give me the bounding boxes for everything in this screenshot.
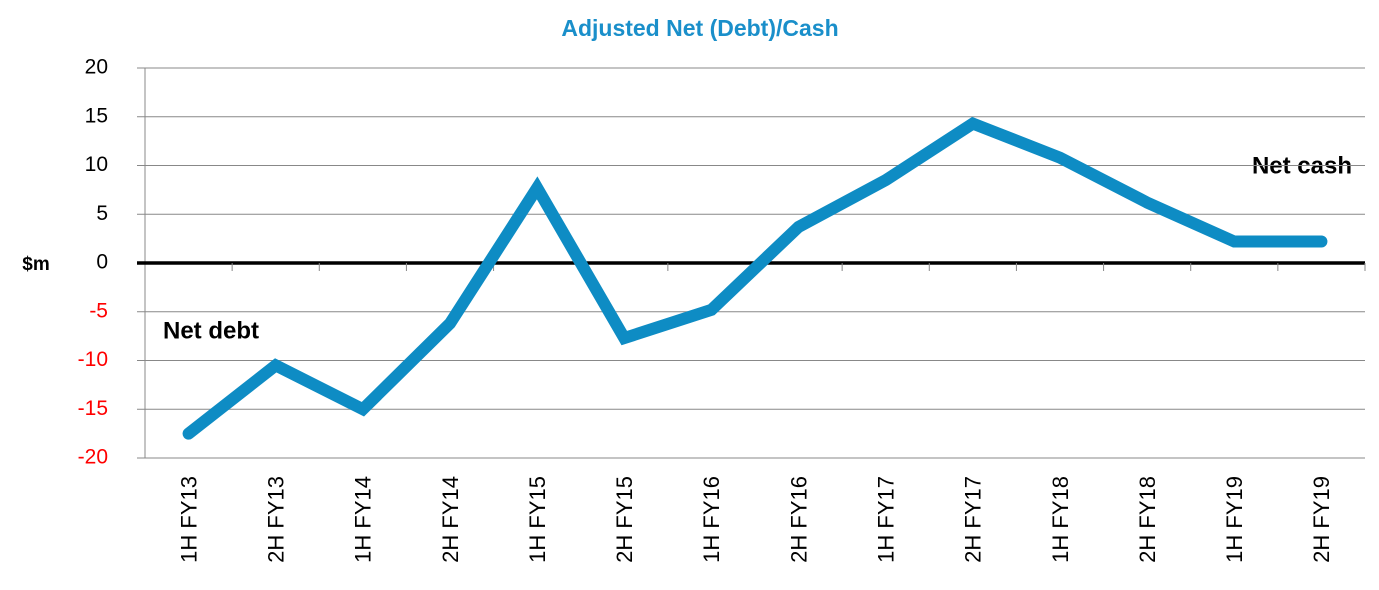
- x-tick-label: 1H FY17: [874, 476, 899, 563]
- x-tick-label: 1H FY14: [351, 476, 376, 563]
- x-tick-label: 2H FY17: [961, 476, 986, 563]
- y-tick-label: -20: [78, 446, 108, 469]
- x-tick-label: 1H FY15: [525, 476, 550, 563]
- x-tick-label: 1H FY16: [699, 476, 724, 563]
- x-tick-label: 1H FY19: [1222, 476, 1247, 563]
- line: [182, 116, 1328, 440]
- y-tick-label: -15: [78, 397, 108, 420]
- x-tick-label: 2H FY15: [612, 476, 637, 563]
- y-tick-label: 5: [96, 202, 108, 225]
- x-tick-label: 1H FY13: [176, 476, 201, 563]
- annotation: Net debt: [163, 317, 259, 344]
- y-tick-label: -5: [89, 299, 108, 322]
- x-tick-label: 2H FY19: [1309, 476, 1334, 563]
- y-axis-label: $m: [22, 254, 49, 275]
- y-tick-label: 15: [85, 104, 108, 127]
- y-tick-label: -10: [78, 348, 108, 371]
- x-tick-label: 2H FY14: [438, 476, 463, 563]
- x-tick-label: 1H FY18: [1048, 476, 1073, 563]
- y-tick-label: 0: [96, 251, 108, 274]
- x-tick-label: 2H FY13: [264, 476, 289, 563]
- y-tick-label: 10: [85, 153, 108, 176]
- chart-title: Adjusted Net (Debt)/Cash: [561, 15, 838, 41]
- y-tick-label: 20: [85, 56, 108, 79]
- x-tick-label: 2H FY16: [786, 476, 811, 563]
- x-tick-label: 2H FY18: [1135, 476, 1160, 563]
